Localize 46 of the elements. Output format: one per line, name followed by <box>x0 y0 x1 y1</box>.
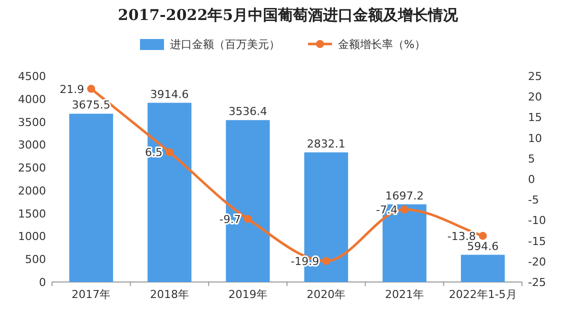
legend-label: 进口金额（百万美元） <box>170 38 280 51</box>
y2-tick-label: 10 <box>528 132 542 145</box>
data-label: 21.9 <box>60 82 84 96</box>
y2-tick-label: -5 <box>528 194 539 207</box>
x-tick-label: 2021年 <box>385 288 424 301</box>
y-tick-label: 2000 <box>18 184 46 198</box>
y-tick-label: 1500 <box>18 207 46 220</box>
bar <box>148 102 192 282</box>
x-tick-label: 2022年1-5月 <box>448 288 517 301</box>
y2-tick-label: -25 <box>528 276 546 289</box>
y2-tick-label: 0 <box>528 173 535 186</box>
chart-title: 2017-2022年5月中国葡萄酒进口金额及增长情况 <box>118 6 460 24</box>
data-label: 1697.2 <box>385 189 424 202</box>
y-tick-label: 3500 <box>18 116 46 129</box>
y-tick-label: 1000 <box>18 230 46 244</box>
data-label: 2832.1 <box>306 137 346 150</box>
x-tick-label: 2020年 <box>306 288 346 301</box>
point <box>244 214 252 223</box>
data-label: -19.9 <box>290 254 320 268</box>
point <box>478 232 487 240</box>
x-tick-label: 2017年 <box>72 288 111 301</box>
y2-tick-label: 20 <box>528 90 542 104</box>
data-label: 3914.6 <box>150 88 189 101</box>
y-tick-label: 2500 <box>18 162 46 175</box>
y2-tick-label: -15 <box>528 234 546 248</box>
y2-tick-label: 5 <box>528 152 535 166</box>
y2-tick-label: 15 <box>528 111 542 124</box>
y2-tick-label: -20 <box>528 255 546 268</box>
point <box>400 205 408 214</box>
y-tick-label: 0 <box>39 276 46 289</box>
y-tick-label: 4000 <box>18 92 46 106</box>
point <box>166 148 174 156</box>
data-label: 3675.5 <box>72 98 110 112</box>
data-label: 3536.4 <box>228 105 268 118</box>
x-tick-label: 2018年 <box>150 288 189 301</box>
bar <box>69 114 114 282</box>
y-tick-label: 4500 <box>18 70 46 83</box>
legend-label: 金额增长率（%） <box>338 38 426 51</box>
bar <box>460 254 505 282</box>
y2-tick-label: 25 <box>528 70 542 83</box>
y-tick-label: 500 <box>25 253 46 266</box>
x-tick-label: 2019年 <box>228 288 268 301</box>
y2-tick-label: -10 <box>528 214 546 228</box>
point <box>87 84 96 93</box>
y-tick-label: 3000 <box>18 138 46 152</box>
point <box>322 256 330 265</box>
